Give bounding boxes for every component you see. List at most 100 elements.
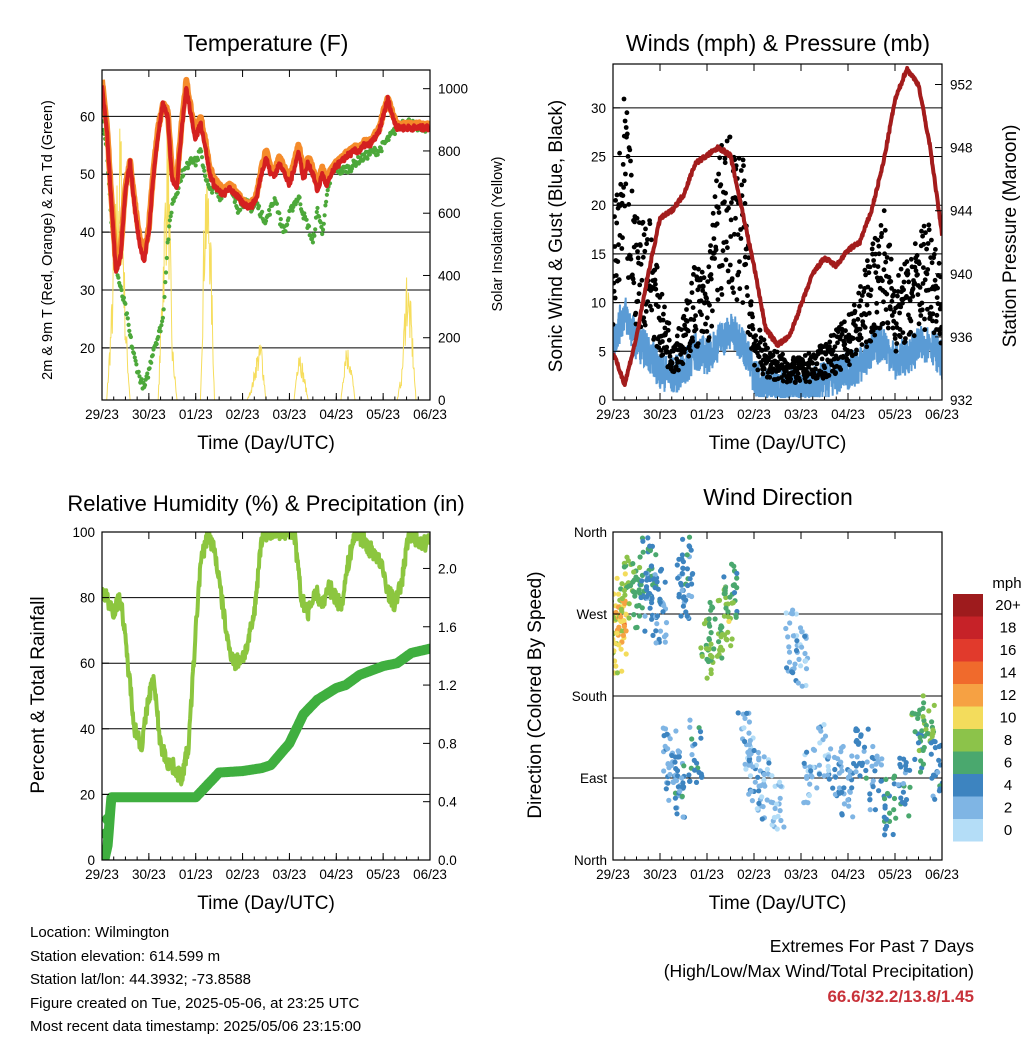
direction-point	[932, 745, 939, 751]
direction-point	[920, 714, 926, 720]
gust-point	[640, 254, 646, 260]
station-info: Location: Wilmington Station elevation: …	[30, 921, 361, 1039]
gust-point	[827, 339, 833, 345]
gust-point	[734, 297, 740, 303]
direction-point	[614, 670, 621, 676]
gust-point	[916, 261, 922, 267]
gust-point	[643, 226, 648, 232]
gust-point	[745, 293, 750, 298]
td-point	[160, 315, 165, 320]
direction-point	[814, 785, 820, 791]
gust-point	[888, 279, 894, 284]
td-point	[313, 227, 318, 232]
gust-point	[640, 219, 646, 225]
direction-point	[802, 633, 808, 639]
gust-point	[925, 241, 931, 246]
y-right-tick-label: 1.2	[438, 678, 457, 693]
direction-point	[644, 577, 650, 583]
td-point	[205, 178, 210, 183]
gust-point	[628, 158, 633, 164]
gust-point	[635, 255, 641, 261]
direction-point	[879, 756, 885, 762]
series-relative-humidity	[102, 532, 430, 787]
direction-point	[680, 814, 686, 820]
gust-point	[645, 237, 650, 242]
gust-point	[889, 298, 895, 304]
gust-point	[928, 304, 934, 310]
direction-point	[743, 766, 749, 772]
gust-point	[613, 214, 617, 219]
extremes-subtitle: (High/Low/Max Wind/Total Precipitation)	[663, 961, 974, 981]
extremes-title: Extremes For Past 7 Days	[769, 936, 974, 956]
gust-point	[707, 302, 712, 308]
direction-point	[792, 661, 798, 667]
gust-point	[760, 371, 766, 377]
gust-point	[688, 348, 693, 354]
x-tick-label: 30/23	[132, 407, 166, 422]
td-point	[203, 173, 208, 179]
gust-point	[884, 255, 890, 260]
x-axis-label: Time (Day/UTC)	[197, 433, 335, 454]
direction-point	[722, 588, 728, 594]
direction-point	[730, 600, 736, 606]
gust-point	[750, 326, 756, 332]
direction-point	[730, 582, 736, 589]
direction-point	[621, 560, 628, 566]
direction-point	[719, 624, 725, 630]
gust-point	[738, 168, 744, 173]
gust-point	[637, 282, 643, 288]
colorbar-swatch	[953, 684, 983, 707]
td-point	[325, 188, 330, 193]
y-tick-label: 40	[80, 225, 95, 240]
direction-point	[785, 634, 791, 640]
direction-point	[689, 736, 695, 742]
gust-point	[628, 172, 634, 178]
direction-point	[778, 817, 784, 824]
direction-point	[863, 775, 869, 781]
gust-point	[691, 272, 696, 277]
gust-point	[927, 314, 933, 320]
gust-point	[774, 349, 780, 355]
td-point	[323, 203, 328, 208]
y-tick-label: 80	[80, 591, 95, 606]
td-point	[278, 217, 283, 222]
gust-point	[933, 247, 938, 252]
direction-point	[799, 683, 805, 689]
gust-point	[826, 373, 832, 378]
gust-point	[722, 160, 728, 166]
direction-point	[698, 735, 704, 741]
gust-point	[883, 307, 889, 312]
gust-point	[740, 300, 746, 305]
gust-point	[639, 277, 645, 283]
gust-point	[696, 266, 701, 272]
gust-point	[908, 318, 914, 324]
gust-point	[811, 371, 817, 376]
direction-point	[679, 570, 685, 577]
direction-point	[936, 757, 942, 763]
direction-point	[621, 623, 628, 630]
gust-point	[865, 258, 870, 264]
direction-point	[663, 620, 670, 626]
gust-point	[908, 329, 913, 335]
direction-point	[891, 781, 897, 787]
td-point	[159, 323, 164, 328]
colorbar-tick-label: 0	[1004, 822, 1012, 839]
gust-point	[882, 251, 887, 257]
y-tick-label: East	[580, 771, 607, 786]
td-point	[119, 287, 124, 293]
direction-point	[706, 616, 712, 622]
gust-point	[631, 280, 637, 286]
x-tick-label: 29/23	[85, 407, 119, 422]
direction-point	[932, 796, 938, 802]
td-point	[379, 149, 384, 154]
direction-point	[804, 749, 810, 755]
direction-point	[647, 605, 653, 611]
td-point	[125, 316, 130, 321]
direction-point	[630, 561, 636, 567]
gust-point	[908, 256, 914, 262]
direction-point	[674, 562, 680, 568]
direction-point	[818, 728, 824, 734]
direction-point	[639, 578, 645, 584]
gust-point	[850, 335, 856, 341]
direction-point	[863, 767, 869, 774]
